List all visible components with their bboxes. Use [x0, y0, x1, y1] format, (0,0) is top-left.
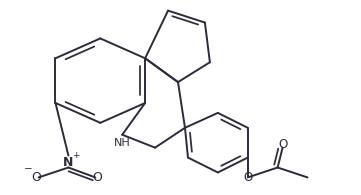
Text: O: O — [278, 138, 287, 151]
Text: O: O — [32, 171, 42, 184]
Text: N: N — [63, 156, 74, 169]
Text: −: − — [24, 165, 33, 175]
Text: NH: NH — [114, 138, 131, 148]
Text: O: O — [92, 171, 102, 184]
Text: O: O — [243, 171, 252, 184]
Text: +: + — [71, 151, 79, 160]
